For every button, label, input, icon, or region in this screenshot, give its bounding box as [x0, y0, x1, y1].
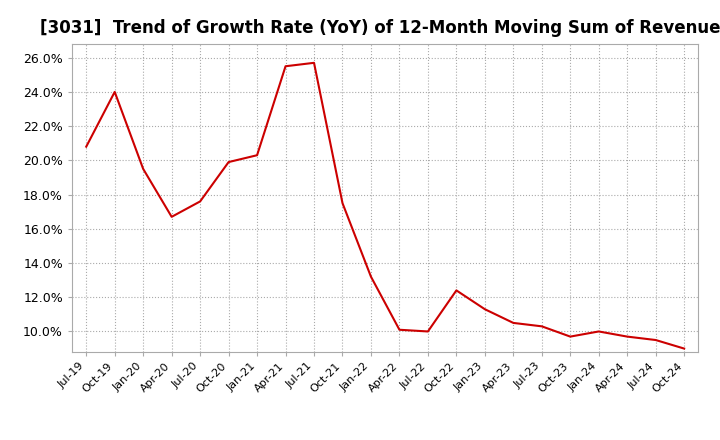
Title: [3031]  Trend of Growth Rate (YoY) of 12-Month Moving Sum of Revenues: [3031] Trend of Growth Rate (YoY) of 12-…: [40, 19, 720, 37]
